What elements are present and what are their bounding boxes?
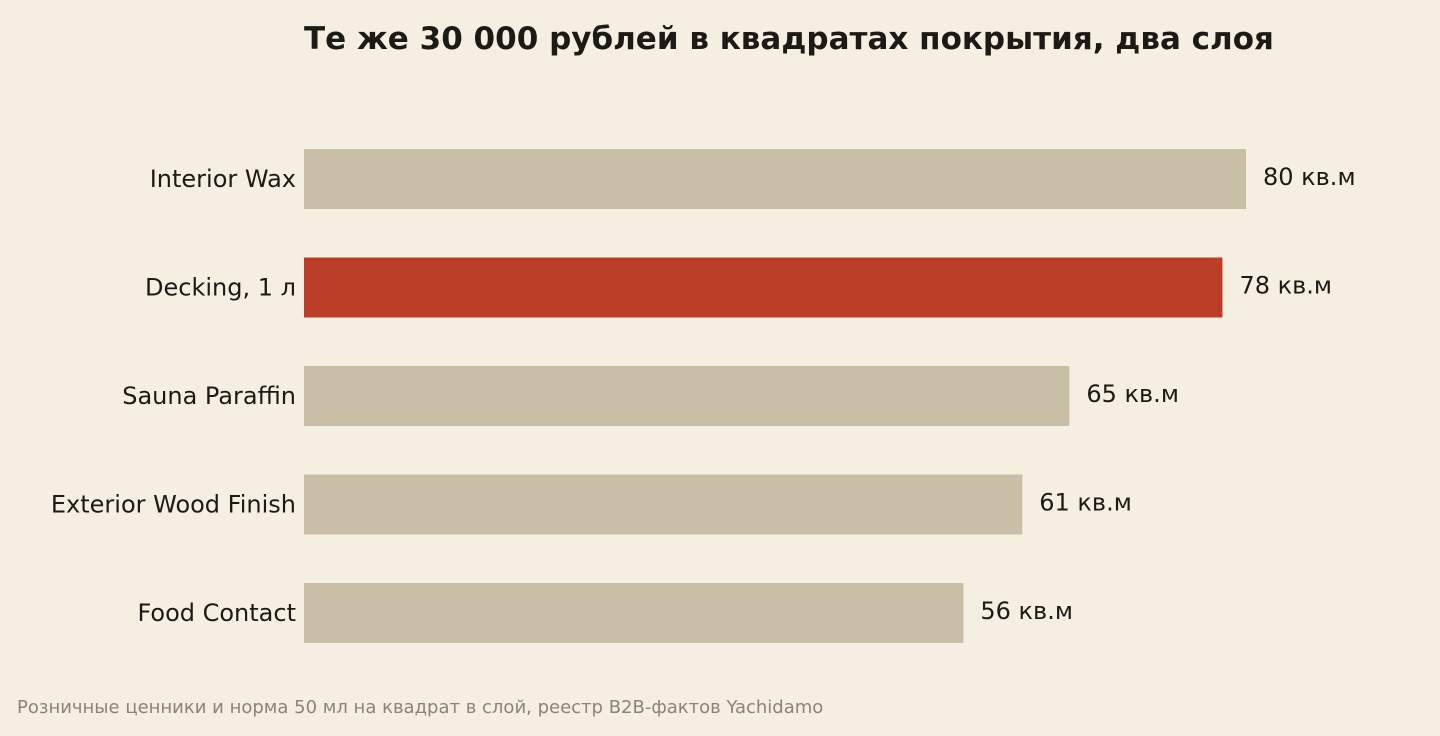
bar-1	[304, 149, 1246, 209]
category-label: Decking, 1 л	[145, 274, 296, 302]
chart-source-note: Розничные ценники и норма 50 мл на квадр…	[17, 697, 824, 718]
category-label: Sauna Paraffin	[122, 382, 296, 410]
chart-title: Те же 30 000 рублей в квадратах покрытия…	[304, 21, 1274, 57]
value-label: 61 кв.м	[1039, 489, 1132, 517]
category-label: Food Contact	[137, 599, 296, 627]
value-label: 80 кв.м	[1263, 163, 1356, 191]
bar-4	[304, 474, 1023, 535]
bar-3	[304, 366, 1070, 426]
category-label: Interior Wax	[150, 165, 296, 193]
bar-2	[304, 257, 1223, 318]
category-label: Exterior Wood Finish	[51, 491, 296, 519]
value-label: 78 кв.м	[1239, 272, 1332, 300]
value-label: 56 кв.м	[980, 597, 1073, 625]
value-label: 65 кв.м	[1086, 380, 1179, 408]
bar-5	[304, 583, 964, 643]
